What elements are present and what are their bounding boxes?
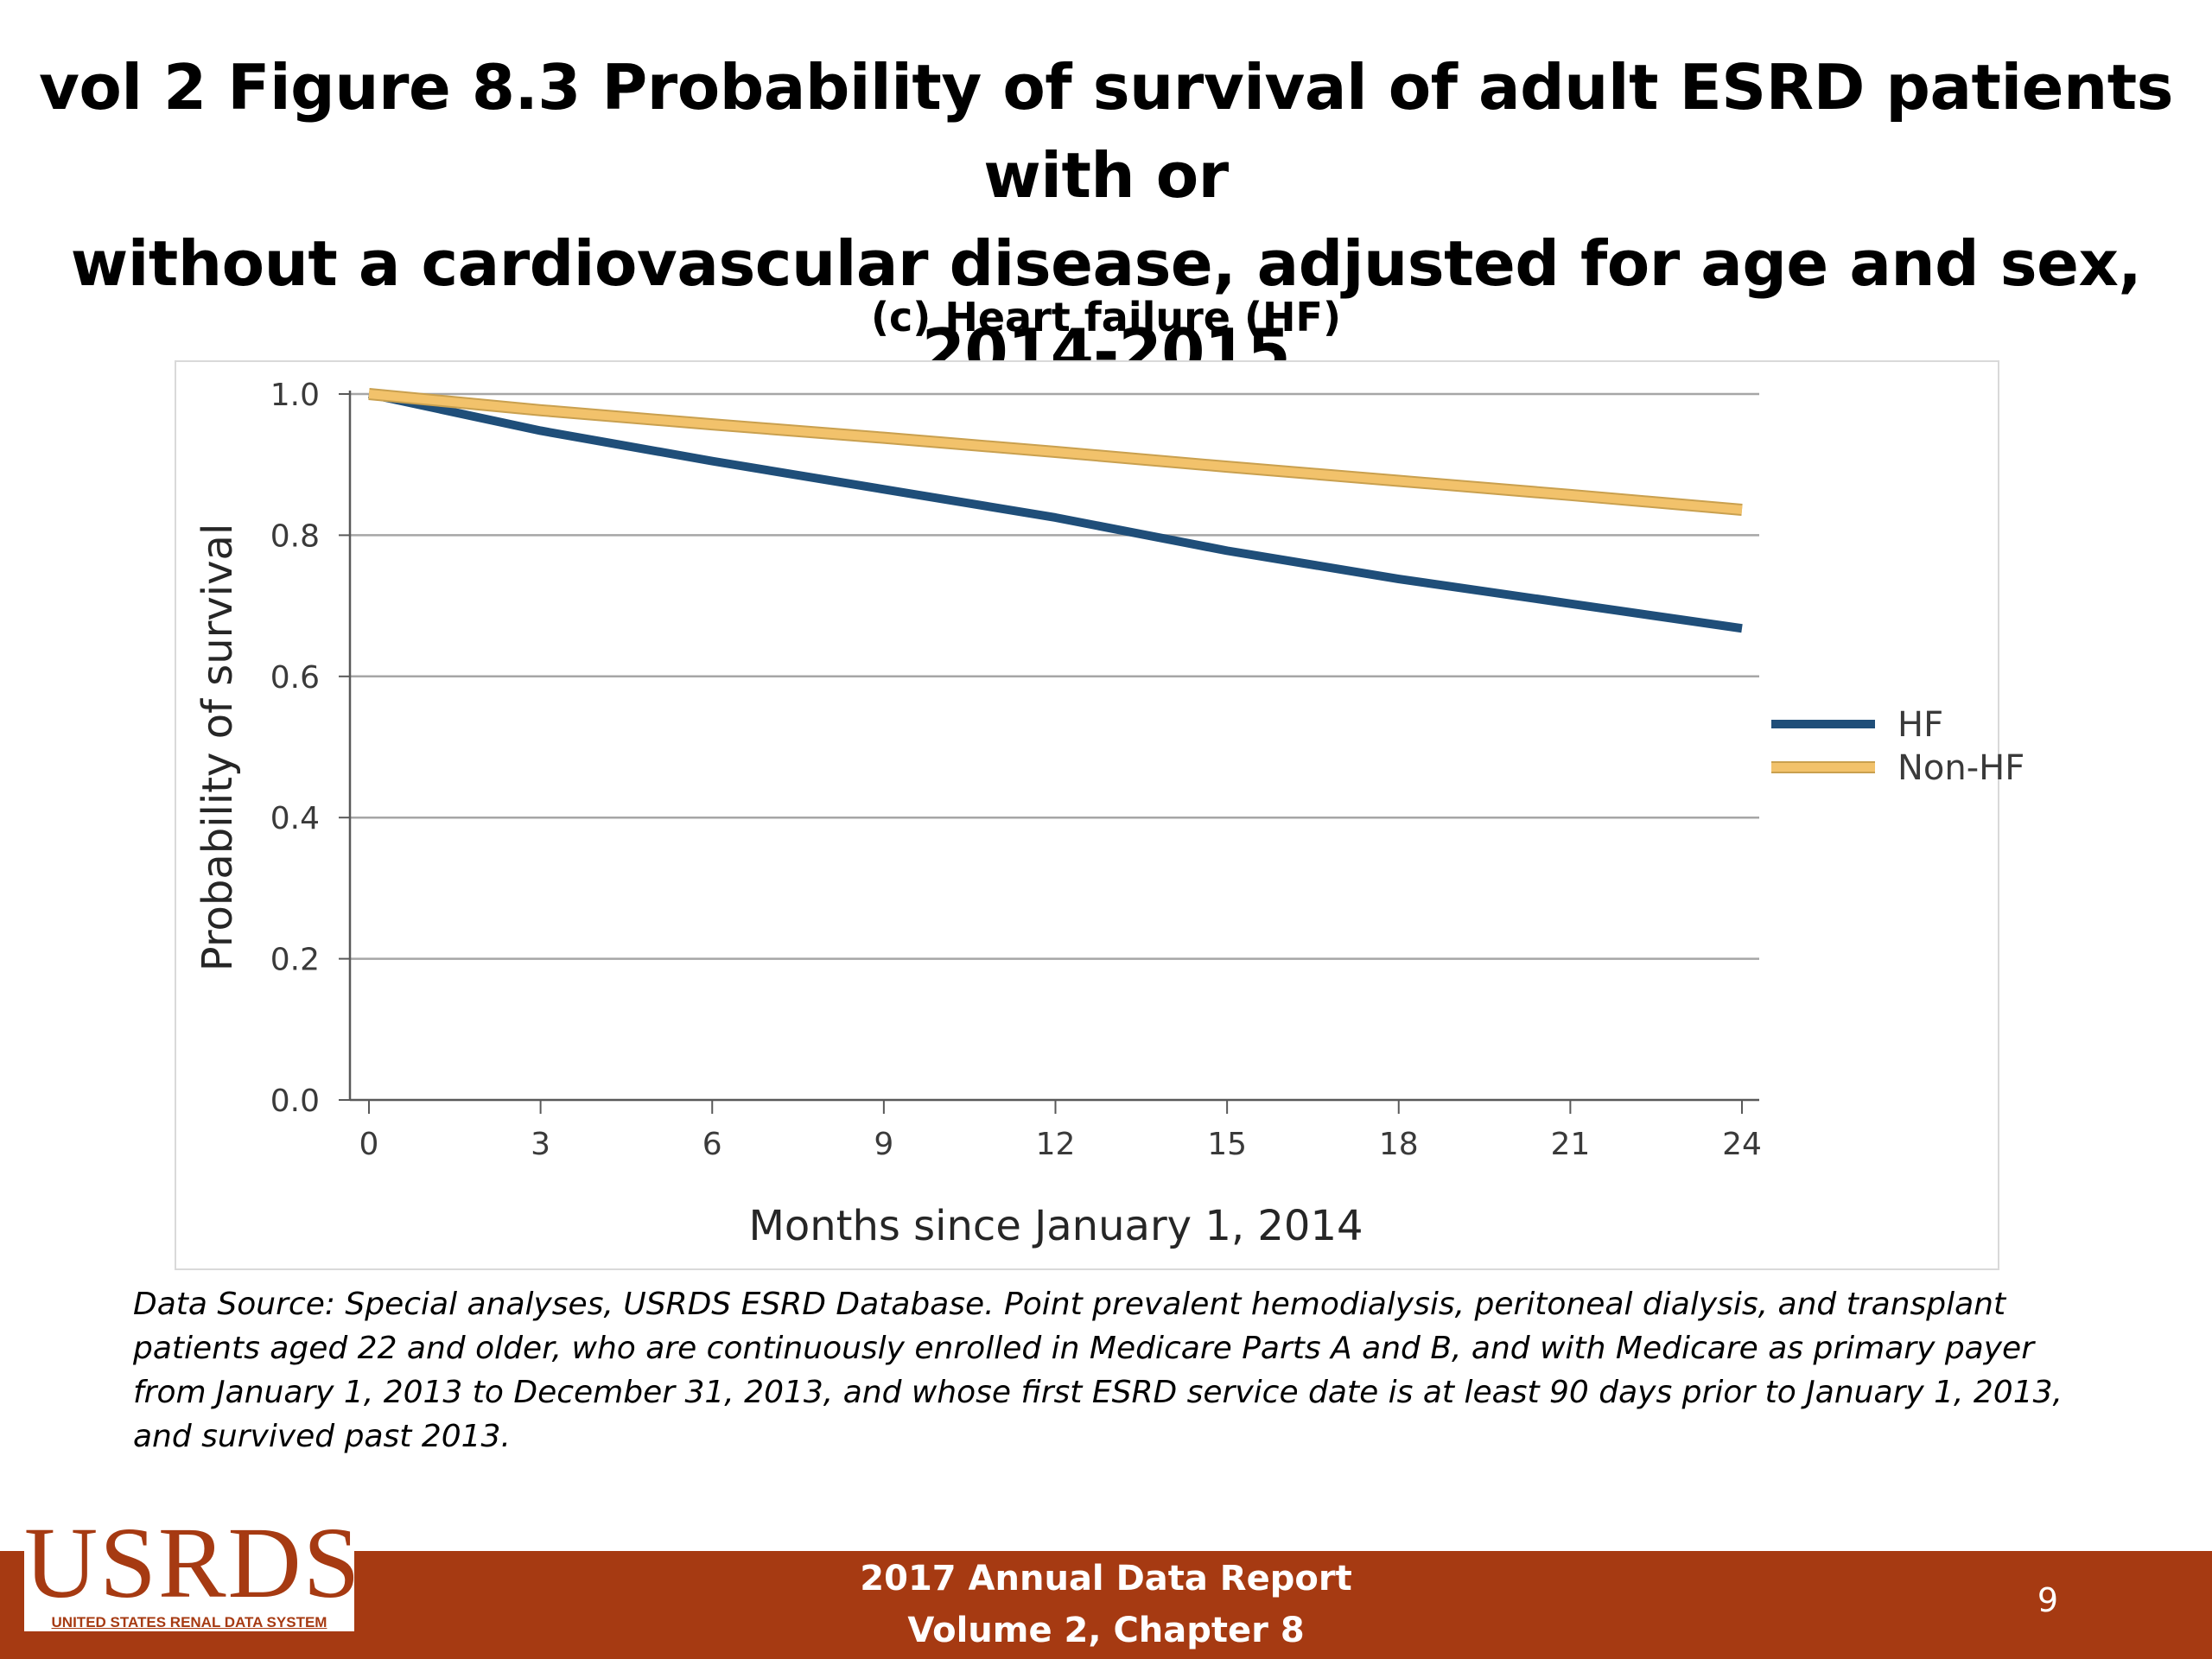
x-tick-label: 12 — [1036, 1127, 1076, 1162]
page-number: 9 — [2037, 1581, 2059, 1619]
series-line-hf — [367, 390, 1743, 633]
legend-label-hf: HF — [1897, 705, 1943, 745]
slide-title: vol 2 Figure 8.3 Probability of survival… — [0, 43, 2212, 396]
x-axis-label: Months since January 1, 2014 — [748, 1202, 1363, 1250]
footer-report-title: 2017 Annual Data Report — [860, 1559, 1352, 1599]
x-tick-label: 18 — [1379, 1127, 1419, 1162]
x-tick-label: 24 — [1722, 1127, 1762, 1162]
footer-bar — [0, 1551, 2212, 1659]
x-tick-label: 21 — [1550, 1127, 1590, 1162]
footer-text: 2017 Annual Data Report Volume 2, Chapte… — [0, 1553, 2212, 1656]
x-tick-label: 0 — [359, 1127, 379, 1162]
x-tick-label: 3 — [531, 1127, 550, 1162]
y-tick-label: 1.0 — [270, 378, 320, 413]
footer-volume-chapter: Volume 2, Chapter 8 — [907, 1611, 1305, 1650]
y-tick-label: 0.8 — [270, 518, 320, 554]
legend-label-non-hf: Non-HF — [1897, 748, 2024, 788]
chart-frame — [175, 360, 1999, 1270]
x-tick-label: 9 — [874, 1127, 893, 1162]
y-tick-label: 0.2 — [270, 943, 320, 978]
chart-title: (c) Heart failure (HF) — [871, 294, 1341, 340]
y-axis-label: Probability of survival — [194, 524, 242, 972]
y-tick-label: 0.6 — [270, 660, 320, 696]
survival-chart: 0.0 0.2 0.4 0.6 0.8 1.0 0 3 6 9 12 15 18 21 24 Months s… — [194, 378, 2024, 1250]
x-tick-label: 15 — [1207, 1127, 1247, 1162]
logo-wordmark: USRDS — [24, 1506, 362, 1619]
logo-subtitle: UNITED STATES RENAL DATA SYSTEM — [51, 1614, 327, 1630]
slide-title-line-1: vol 2 Figure 8.3 Probability of survival… — [38, 51, 2174, 212]
usrds-logo: USRDS UNITED STATES RENAL DATA SYSTEM — [24, 1512, 359, 1631]
y-tick-label: 0.0 — [270, 1084, 320, 1119]
data-source-note: Data Source: Special analyses, USRDS ESR… — [133, 1287, 2063, 1454]
y-tick-label: 0.4 — [270, 801, 320, 836]
x-tick-label: 6 — [702, 1127, 722, 1162]
